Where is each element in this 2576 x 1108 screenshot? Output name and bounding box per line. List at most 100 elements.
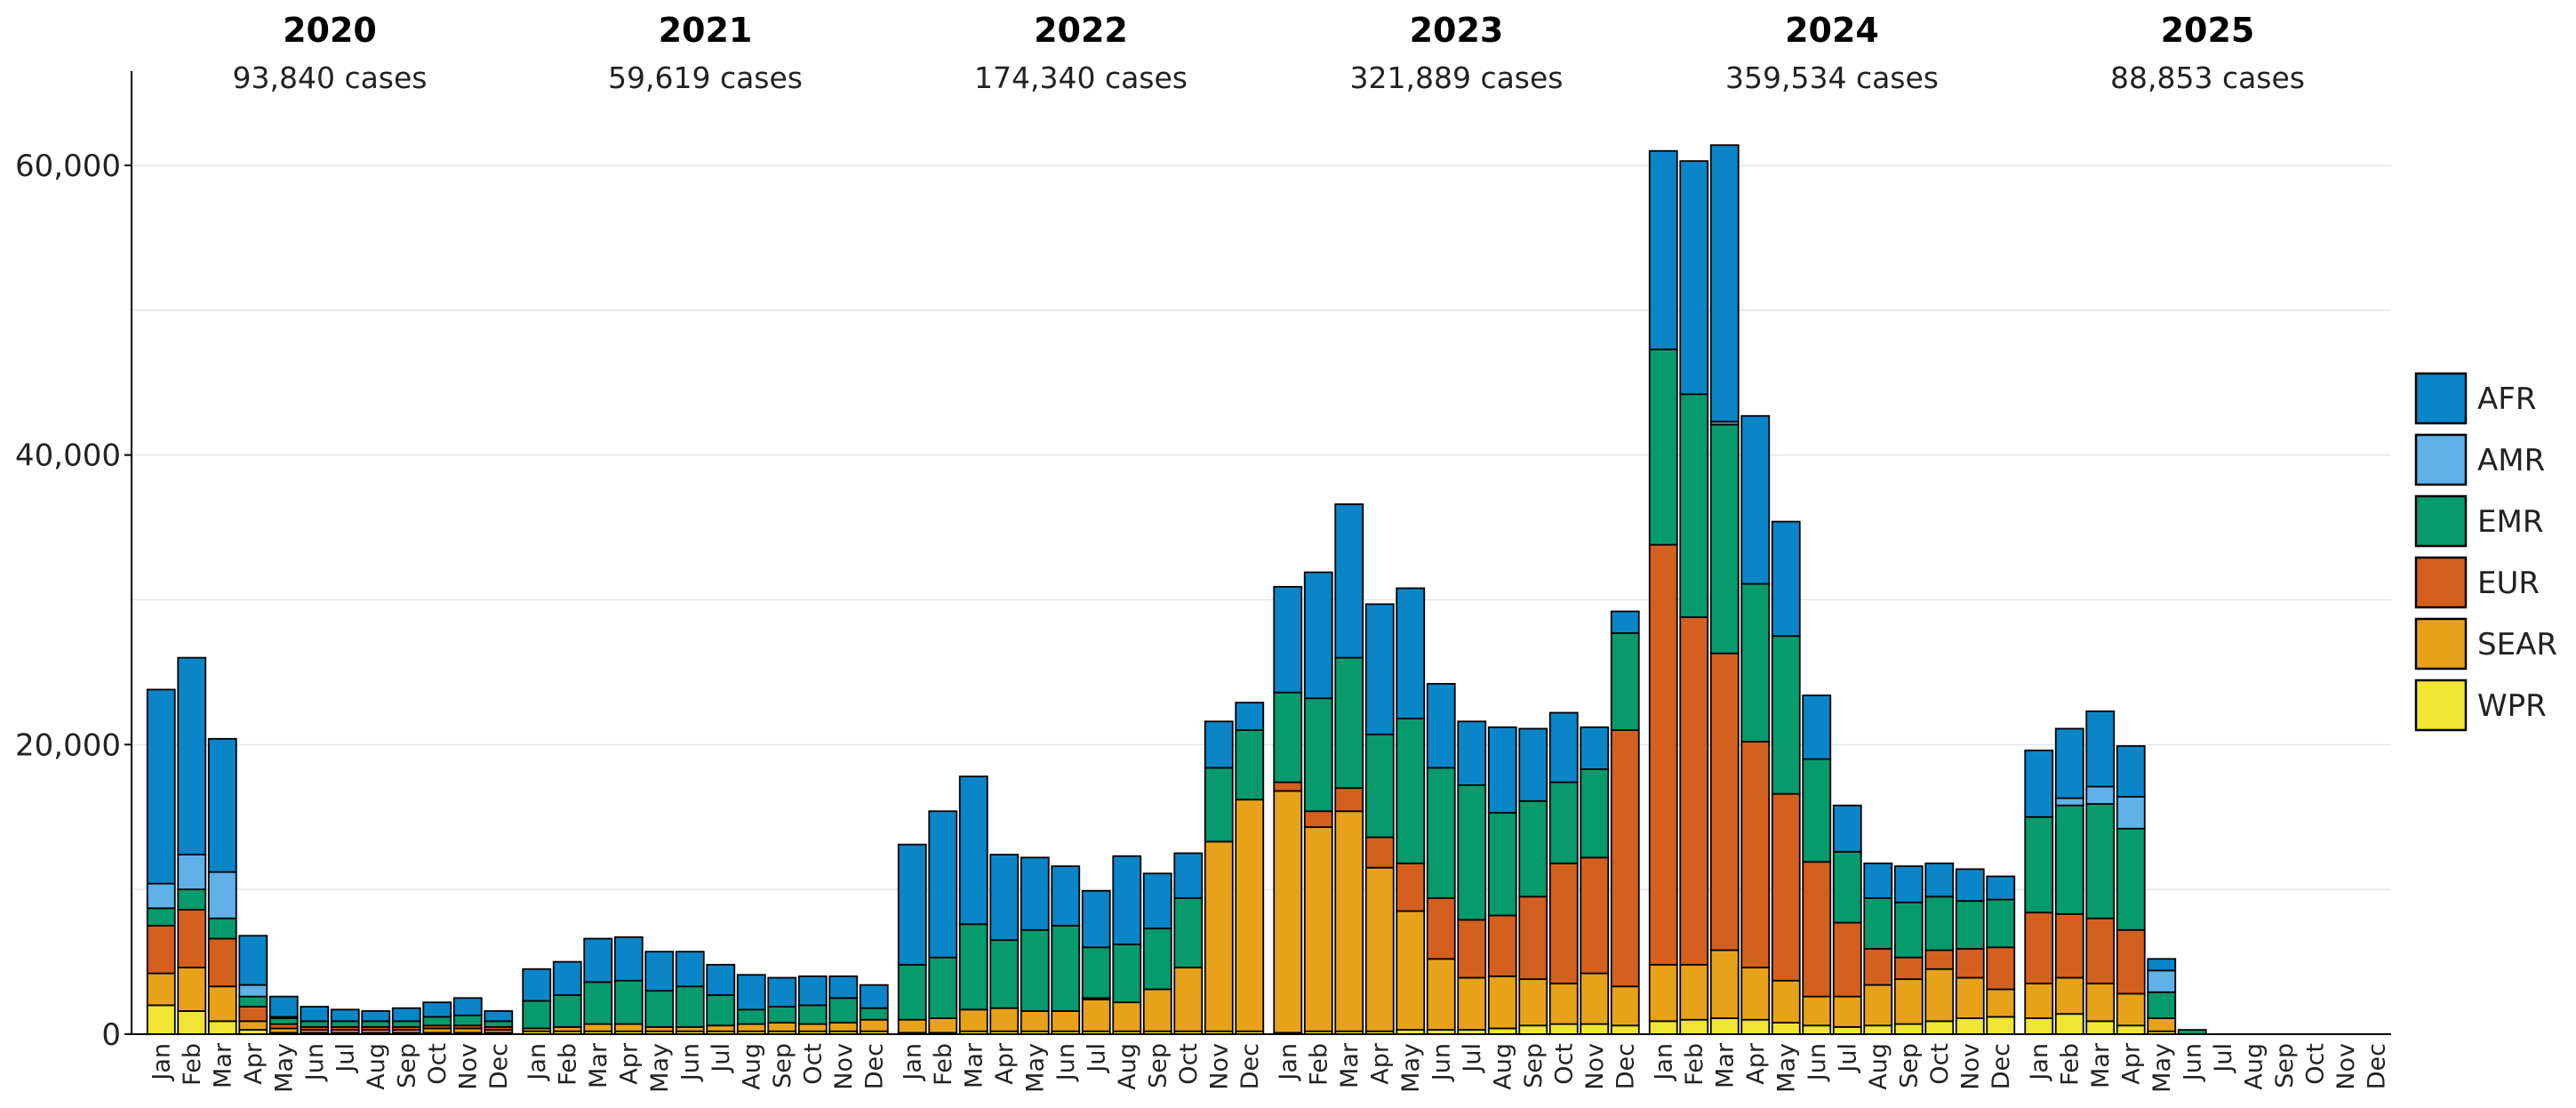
x-tick-label: Apr <box>991 1042 1019 1085</box>
bar-segment-afr <box>391 1007 421 1023</box>
bar-segment-afr <box>522 967 552 1002</box>
bar-segment-sear <box>2054 976 2084 1016</box>
bar-segment-afr <box>859 984 889 1009</box>
bar-segment-sear <box>613 1023 644 1032</box>
bar-segment-afr <box>2147 958 2177 972</box>
bar-segment-emr <box>644 990 675 1028</box>
bar-segment-emr <box>1648 348 1678 546</box>
year-cases-total: 59,619 cases <box>608 60 803 95</box>
bar-segment-wpr <box>1771 1022 1801 1035</box>
bar-segment-eur <box>1863 948 1893 986</box>
bar-segment-afr <box>767 976 797 1008</box>
bar-segment-emr <box>1832 850 1862 924</box>
bar-segment-afr <box>1648 149 1678 350</box>
bar-segment-sear <box>1204 840 1234 1032</box>
bar-segment-emr <box>1924 895 1955 951</box>
x-tick-label: Mar <box>585 1042 612 1088</box>
bar-segment-emr <box>1802 758 1832 863</box>
bar-segment-emr <box>1771 635 1801 795</box>
bar-segment-emr <box>1364 734 1395 839</box>
legend-swatch-emr <box>2414 494 2468 548</box>
bar-segment-afr <box>897 843 927 966</box>
bar-segment-eur <box>1334 787 1364 813</box>
bar-segment-sear <box>177 967 207 1012</box>
bar-segment-afr <box>1986 875 2016 901</box>
bar-segment-afr <box>1273 585 1303 694</box>
bar-segment-eur <box>1364 836 1395 869</box>
bar-segment-emr <box>484 1020 514 1028</box>
x-tick-label: May <box>1021 1043 1049 1093</box>
bar-segment-wpr <box>1924 1020 1955 1035</box>
bar-segment-emr <box>1273 691 1303 783</box>
x-tick-label: May <box>646 1043 674 1093</box>
bar-segment-wpr <box>1740 1018 1771 1035</box>
bar-segment-sear <box>1334 810 1364 1032</box>
bar-segment-afr <box>1112 855 1142 945</box>
bar-segment-amr <box>238 984 268 998</box>
bar-segment-wpr <box>2116 1024 2146 1035</box>
x-tick-label: Feb <box>930 1043 957 1086</box>
bar-segment-sear <box>1112 1001 1142 1032</box>
bar-segment-afr <box>422 1001 452 1018</box>
bar-segment-afr <box>452 997 483 1016</box>
bar-segment-sear <box>1832 995 1862 1028</box>
bar-segment-eur <box>2054 912 2084 979</box>
bar-segment-sear <box>1986 988 2016 1018</box>
x-tick-label: May <box>270 1043 298 1093</box>
bar-segment-emr <box>1709 423 1740 654</box>
x-tick-label: Aug <box>363 1043 390 1090</box>
legend-label-sear: SEAR <box>2477 627 2557 662</box>
legend-label-afr: AFR <box>2477 381 2536 417</box>
bar-segment-emr <box>1081 946 1111 1000</box>
bar-segment-emr <box>897 963 927 1021</box>
bar-segment-afr <box>146 688 176 885</box>
x-tick-label: Mar <box>1336 1042 1364 1088</box>
bar-segment-sear <box>1955 976 1985 1019</box>
x-tick-label: Sep <box>393 1043 420 1088</box>
x-tick-label: Jul <box>1459 1043 1486 1074</box>
bar-segment-sear <box>1548 983 1579 1025</box>
bar-segment-wpr <box>1580 1023 1610 1035</box>
bar-segment-afr <box>1081 889 1111 949</box>
bar-segment-sear <box>2024 983 2054 1019</box>
bar-segment-emr <box>552 994 582 1028</box>
bar-segment-afr <box>177 656 207 855</box>
bar-segment-sear <box>1273 790 1303 1034</box>
bar-segment-sear <box>1648 963 1678 1023</box>
x-tick-label: Apr <box>1742 1042 1770 1085</box>
x-tick-label: Oct <box>799 1043 827 1085</box>
bar-segment-afr <box>1487 726 1517 814</box>
bar-segment-emr <box>1580 768 1610 859</box>
bar-segment-eur <box>1955 948 1985 979</box>
bar-segment-eur <box>1771 792 1801 982</box>
bar-segment-afr <box>1204 720 1234 769</box>
bar-segment-sear <box>583 1023 613 1032</box>
bar-segment-afr <box>1863 862 1893 899</box>
x-tick-label: Aug <box>2240 1043 2268 1090</box>
bar-segment-afr <box>1364 603 1395 735</box>
bar-segment-emr <box>1487 811 1517 917</box>
x-tick-label: May <box>2148 1043 2176 1093</box>
bar-segment-sear <box>706 1024 736 1032</box>
year-cases-total: 321,889 cases <box>1349 60 1563 95</box>
bar-segment-emr <box>422 1016 452 1027</box>
bar-segment-emr <box>736 1008 766 1025</box>
bar-segment-afr <box>644 951 675 992</box>
bar-segment-wpr <box>2024 1017 2054 1035</box>
x-tick-label: Nov <box>830 1043 858 1090</box>
bar-segment-afr <box>1679 160 1709 396</box>
x-tick-label: Jun <box>1428 1043 1455 1082</box>
bar-segment-emr <box>1303 697 1333 813</box>
bar-segment-wpr <box>1893 1023 1924 1035</box>
bar-segment-emr <box>452 1014 483 1027</box>
legend: AFR AMR EMR EUR SEAR WPR <box>2414 372 2557 732</box>
bar-segment-sear <box>1679 963 1709 1021</box>
bar-segment-afr <box>1457 720 1487 786</box>
bar-segment-afr <box>1334 503 1364 659</box>
bar-segment-afr <box>1173 852 1204 899</box>
bar-segment-amr <box>146 882 176 910</box>
bar-segment-afr <box>613 936 644 982</box>
bar-segment-wpr <box>207 1020 237 1035</box>
x-tick-label: Dec <box>860 1043 888 1089</box>
x-tick-label: Jul <box>708 1043 735 1074</box>
